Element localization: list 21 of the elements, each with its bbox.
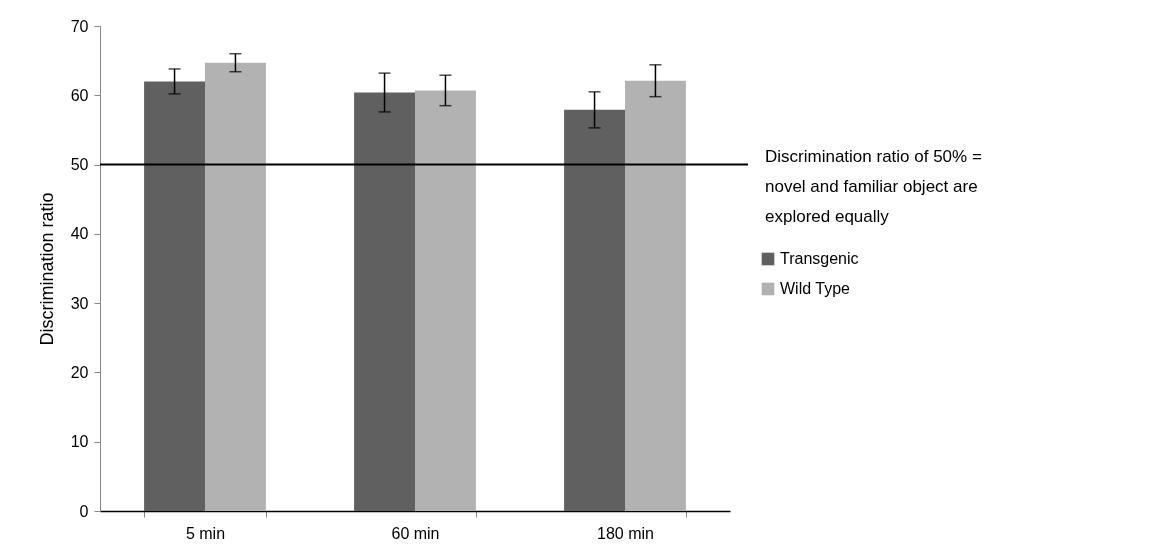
y-tick-label: 10 [70, 433, 89, 451]
x-tick-label: 180 min [597, 524, 654, 542]
y-tick-label: 50 [70, 156, 89, 174]
x-tick-label: 60 min [391, 524, 440, 542]
ref-line-label: Discrimination ratio of 50% = novel and familiar object are explored equally [765, 146, 982, 226]
bar [415, 90, 476, 511]
bar [144, 81, 205, 511]
bar [354, 92, 415, 511]
legend-label: Transgenic [780, 250, 859, 267]
bar [564, 109, 625, 511]
bar [625, 80, 686, 511]
legend-label: Wild Type [780, 280, 851, 297]
y-axis-title: Discrimination ratio [36, 192, 57, 346]
bar [205, 62, 266, 511]
y-tick-label: 40 [70, 225, 89, 243]
y-tick-label: 30 [70, 294, 89, 312]
y-tick-label: 70 [70, 17, 89, 35]
y-tick-label: 20 [70, 363, 89, 381]
x-tick-label: 5 min [185, 524, 226, 542]
y-tick-label: 60 [70, 86, 89, 104]
y-tick-label: 0 [79, 502, 89, 520]
